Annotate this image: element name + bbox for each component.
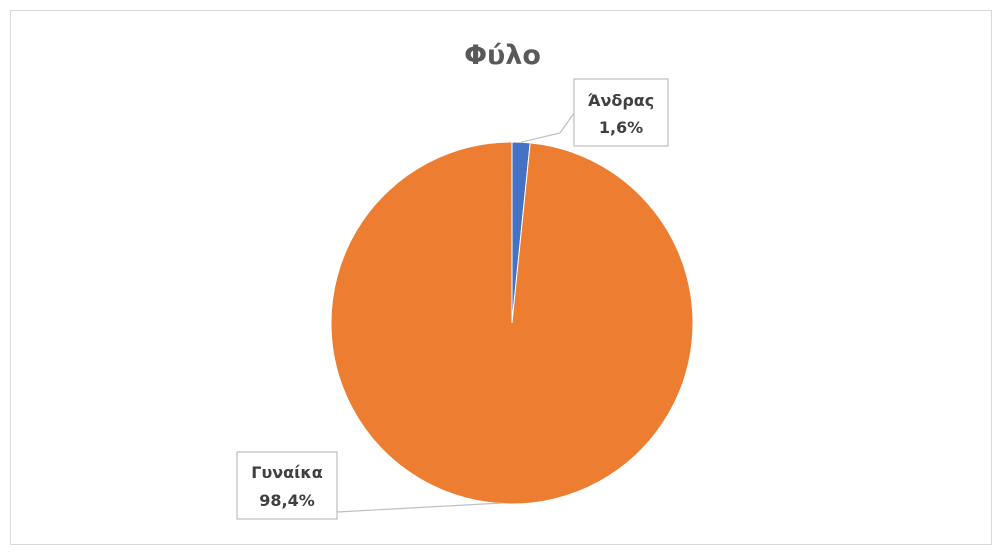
pie-slice-gynaika xyxy=(330,141,694,505)
data-label-gynaika: Γυναίκα 98,4% xyxy=(236,451,338,520)
data-label-andras: Άνδρας 1,6% xyxy=(573,78,669,147)
leader-lines xyxy=(336,112,575,513)
chart-title: Φύλο xyxy=(464,40,541,71)
leader-line-gynaika xyxy=(336,502,503,513)
leader-line-andras xyxy=(520,112,575,143)
data-label-gynaika-box xyxy=(236,451,338,520)
data-label-andras-value: 1,6% xyxy=(599,118,643,137)
pie-slices xyxy=(330,141,694,505)
data-label-andras-category: Άνδρας xyxy=(588,91,655,110)
data-label-gynaika-category: Γυναίκα xyxy=(251,463,322,482)
data-label-andras-box xyxy=(573,78,669,147)
data-label-gynaika-value: 98,4% xyxy=(259,491,315,510)
